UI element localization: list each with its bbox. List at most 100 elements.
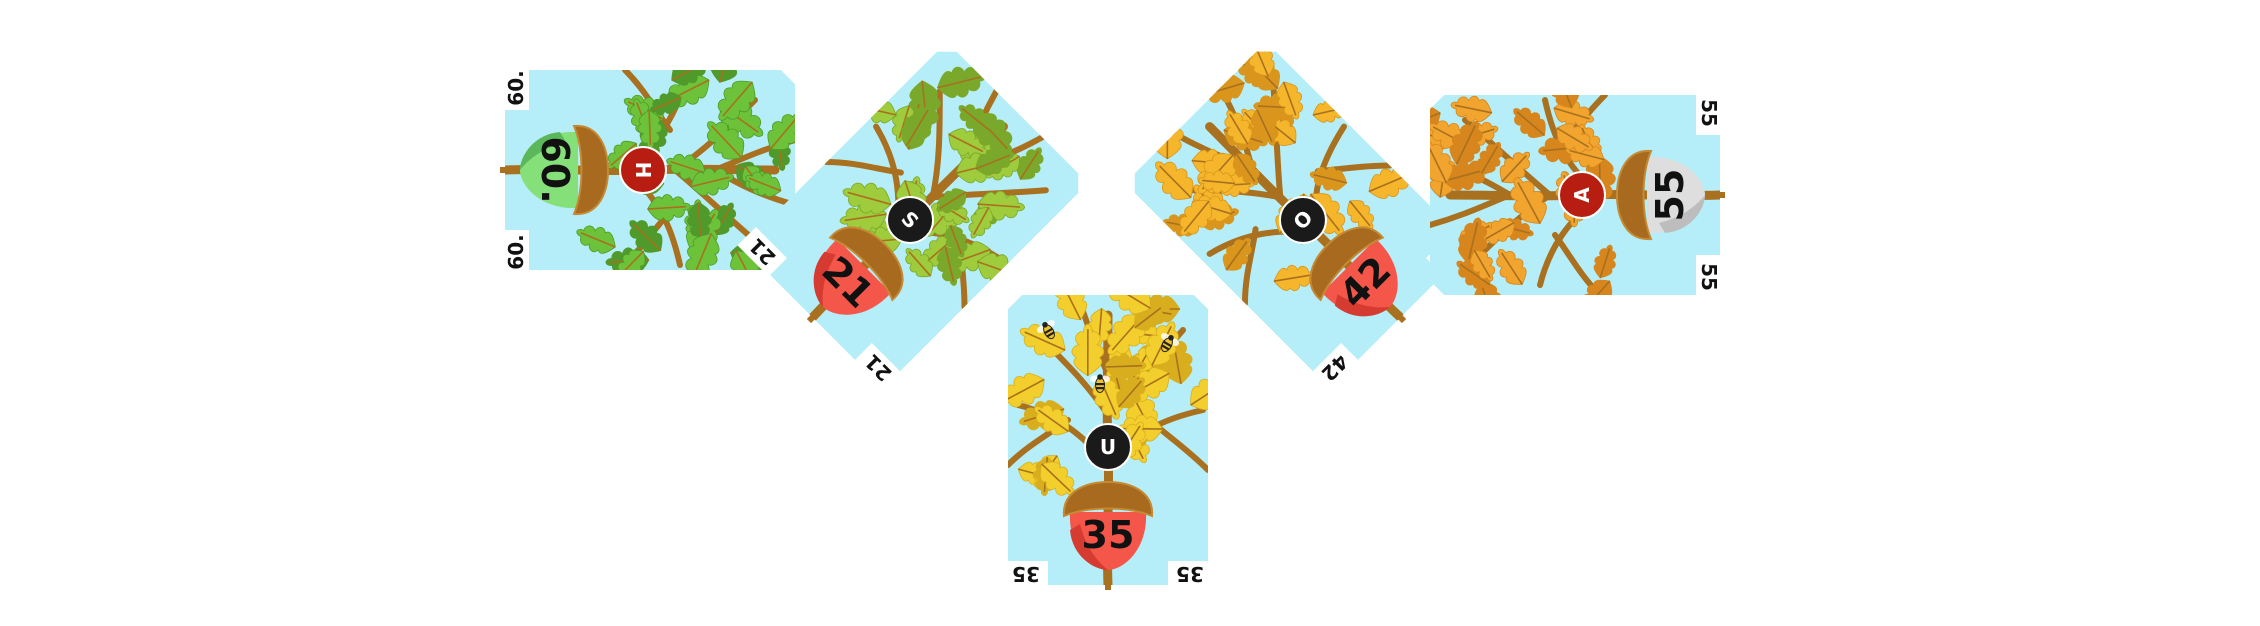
card-art: 35 U 35 35 (1004, 295, 1212, 590)
acorn-cap-icon (1615, 149, 1653, 241)
acorn-shade (1659, 195, 1705, 233)
svg-text:55: 55 (1697, 99, 1721, 127)
badge-letter: A (1570, 187, 1594, 203)
oak-leaf-icon (685, 233, 720, 270)
acorn-value: 60. (533, 136, 577, 203)
acorn-cap-icon (1062, 480, 1154, 518)
svg-text:35: 35 (1012, 562, 1040, 586)
acorn-shade (1070, 524, 1108, 570)
oak-leaf-icon (576, 225, 616, 254)
badge-circle (1558, 171, 1606, 219)
oak-leaf-icon (617, 249, 646, 270)
oak-leaf-icon (629, 220, 663, 253)
oak-leaf-icon (710, 70, 743, 83)
bees (1036, 320, 1180, 393)
acorn-icon: 35 (1062, 480, 1154, 570)
acorn-cap-icon (1309, 226, 1385, 302)
svg-text:55: 55 (1697, 263, 1721, 291)
branch (1241, 226, 1259, 307)
oak-card-a[interactable]: 55 A 55 55 (1430, 91, 1725, 299)
acorn-cap-icon (828, 226, 904, 302)
oak-leaf-icon (958, 104, 990, 133)
acorn-shade (1334, 294, 1390, 317)
oak-leaf-icon (647, 194, 691, 222)
corner-values: 60. 60. (503, 66, 529, 274)
badge-letter: U (1100, 435, 1116, 459)
oak-leaf-icon (1430, 105, 1441, 137)
oak-card-s[interactable]: 21 S 21 21 (737, 42, 1088, 393)
oak-leaf-icon (1309, 166, 1348, 191)
oak-leaf-icon (1106, 295, 1151, 315)
oak-card-u[interactable]: 35 U 35 35 (1004, 295, 1212, 590)
letter-badge: O (1278, 195, 1327, 244)
oak-leaf-icon (968, 206, 994, 239)
oak-leaf-icon (944, 224, 968, 258)
acorn-value: 35 (1082, 513, 1135, 557)
oak-leaf-icon (1008, 373, 1045, 408)
badge-circle (886, 195, 935, 244)
oak-leaf-icon (1039, 461, 1075, 496)
svg-text:60.: 60. (504, 234, 528, 269)
corner-values: 35 35 (1004, 561, 1212, 587)
bee-icon (1090, 374, 1110, 393)
oak-leaf-icon (937, 66, 986, 98)
oak-leaf-icon (1450, 95, 1493, 122)
acorn-body (815, 239, 891, 315)
oak-leaf-icon (842, 182, 892, 215)
badge-circle (619, 146, 667, 194)
oak-leaf-icon (1104, 353, 1147, 380)
acorn-shade (520, 132, 566, 170)
oak-leaf-icon (745, 171, 782, 198)
oak-leaf-icon (1582, 279, 1613, 295)
oak-leaf-icon (1556, 123, 1593, 153)
oak-leaf-icon (936, 188, 967, 214)
corner-value-1: 42 (1310, 342, 1360, 393)
badge-circle (1278, 195, 1327, 244)
branch (823, 158, 904, 176)
oak-leaf-icon (1499, 151, 1531, 184)
corner-value-1: 55 (1696, 255, 1722, 299)
acorn-cap-icon (572, 124, 610, 216)
oak-leaf-icon (1222, 237, 1252, 271)
oak-leaf-icon (1470, 250, 1496, 282)
svg-text:35: 35 (1176, 562, 1204, 586)
oak-leaf-icon (1276, 81, 1303, 120)
acorn-icon: 55 (1615, 149, 1705, 241)
oak-leaf-icon (1190, 374, 1208, 411)
card-art: 42 O 4242 (1134, 41, 1476, 393)
letter-badge: A (1558, 171, 1606, 219)
acorn-icon: 21 (813, 226, 904, 316)
svg-text:60.: 60. (504, 70, 528, 105)
oak-leaf-icon (1549, 95, 1580, 109)
corner-value-2: 35 (1168, 561, 1212, 587)
branch (1430, 192, 1513, 228)
oak-leaf-icon (666, 153, 706, 181)
oak-leaf-icon (690, 167, 735, 196)
oak-leaf-icon (1116, 377, 1146, 409)
oak-leaf-icon (1473, 284, 1503, 295)
oak-leaf-icon (1513, 107, 1546, 139)
acorn-value: 55 (1648, 169, 1692, 222)
badge-letter: H (631, 162, 655, 179)
oak-leaf-icon (767, 113, 795, 151)
letter-badge: H (619, 146, 667, 194)
acorn-icon: 60. (520, 124, 610, 216)
oak-leaf-icon (1034, 404, 1069, 436)
acorn-shade (813, 251, 836, 307)
corner-values: 55 55 (1696, 91, 1722, 299)
corner-value-2: 60. (503, 230, 529, 274)
oak-leaf-icon (1593, 244, 1617, 279)
oak-leaf-icon (1496, 248, 1527, 285)
oak-leaf-icon (1510, 177, 1547, 224)
oak-leaf-icon (1224, 110, 1253, 145)
oak-card-o[interactable]: 42 O 4242 (1125, 41, 1476, 393)
corner-value-2: 55 (1696, 91, 1722, 135)
bee-icon (1036, 320, 1056, 340)
corner-value-1: 60. (503, 66, 529, 110)
oak-leaf-icon (1155, 161, 1194, 200)
oak-leaf-icon (1232, 153, 1260, 186)
badge-circle (1084, 423, 1132, 471)
oak-leaf-icon (1054, 295, 1088, 321)
oak-leaf-icon (905, 248, 933, 278)
